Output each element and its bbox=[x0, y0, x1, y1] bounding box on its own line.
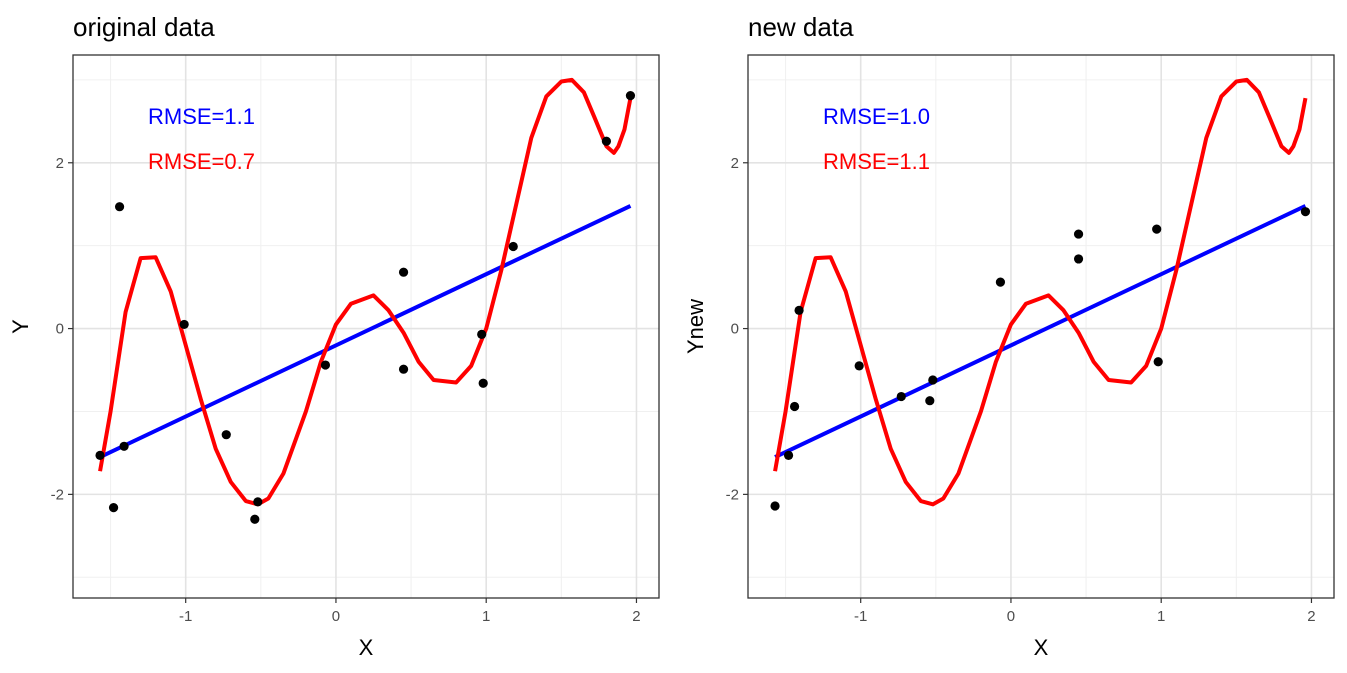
panel2-points bbox=[770, 207, 1311, 511]
panel1: original data RMSE=1.1 RMSE=0.7 -1 0 1 2 -2 0 2 X Y bbox=[8, 12, 660, 660]
panel1-data-point bbox=[398, 267, 409, 277]
panel2-panel-border bbox=[747, 54, 1335, 599]
panel2-data-point bbox=[1300, 207, 1311, 217]
panel1-x-tick-label: -1 bbox=[179, 608, 192, 625]
panel1-panel-border bbox=[72, 54, 660, 599]
panel2-x-tick-label: 1 bbox=[1157, 608, 1165, 625]
panel1-grid bbox=[73, 55, 659, 598]
panel2-data-point bbox=[995, 277, 1006, 287]
panel2-y-tick-label: -2 bbox=[726, 486, 739, 503]
panel2-x-tick-label: -1 bbox=[854, 608, 867, 625]
panel1-data-point bbox=[250, 514, 260, 524]
panel1-data-point bbox=[114, 202, 125, 212]
panel1-data-point bbox=[108, 503, 119, 513]
panel1-data-point bbox=[179, 319, 189, 330]
panel2-x-tick-label: 0 bbox=[1007, 608, 1015, 625]
panel1-data-point bbox=[601, 136, 612, 146]
panel2-data-point bbox=[854, 361, 864, 371]
panel1-data-point bbox=[625, 91, 636, 101]
panel1-y-tick-label: -2 bbox=[51, 486, 64, 503]
panel2-data-point bbox=[1073, 229, 1084, 239]
panel1-rmse-annotation-2: RMSE=0.7 bbox=[148, 149, 255, 174]
panel1-y-tick-label: 2 bbox=[56, 155, 64, 172]
panel1-data-point bbox=[477, 329, 487, 339]
panel1-data-point bbox=[253, 497, 263, 507]
panel2-data-point bbox=[925, 396, 935, 406]
panel1-data-point bbox=[320, 360, 331, 370]
panel2: new data RMSE=1.0 RMSE=1.1 -1 0 1 2 -2 0 2 X Ynew bbox=[683, 12, 1335, 660]
panel1-points bbox=[95, 91, 636, 524]
panel2-data-point bbox=[1073, 254, 1084, 264]
panel2-x-axis-title: X bbox=[1034, 635, 1049, 660]
panel1-title: original data bbox=[73, 12, 215, 42]
panel1-x-tick-label: 1 bbox=[482, 608, 490, 625]
panel2-y-axis-title: Ynew bbox=[683, 299, 708, 354]
panel1-rmse-annotation-1: RMSE=1.1 bbox=[148, 104, 255, 129]
panel2-y-tick-label: 2 bbox=[731, 155, 739, 172]
panel2-x-tick-label: 2 bbox=[1307, 608, 1315, 625]
panel2-series-linear-fit-line bbox=[774, 204, 1307, 459]
panel1-series-linear-fit-line bbox=[99, 204, 632, 459]
panel2-title: new data bbox=[748, 12, 854, 42]
panel1-data-point bbox=[119, 441, 129, 451]
panel2-data-point bbox=[789, 401, 800, 412]
panel1-data-point bbox=[508, 241, 518, 252]
panel1-data-point bbox=[95, 450, 105, 461]
panel1-x-axis-title: X bbox=[359, 635, 374, 660]
panel2-series-polynomial-fit-curve bbox=[773, 77, 1308, 507]
panel2-data-point bbox=[770, 501, 780, 511]
panel1-plot-area bbox=[73, 55, 659, 598]
panel2-data-point bbox=[783, 450, 794, 461]
panel2-data-point bbox=[1153, 357, 1163, 367]
panel2-data-point bbox=[794, 305, 804, 315]
panel1-y-axis-title: Y bbox=[8, 319, 33, 334]
panel2-rmse-annotation-2: RMSE=1.1 bbox=[823, 149, 930, 174]
panel2-data-point bbox=[1152, 224, 1162, 234]
panel2-plot-area bbox=[748, 55, 1334, 598]
panel1-x-tick-label: 2 bbox=[632, 608, 640, 625]
panel1-data-point bbox=[478, 378, 488, 388]
panel1-x-tick-label: 0 bbox=[332, 608, 340, 625]
panel2-data-point bbox=[896, 391, 906, 402]
panel1-data-point bbox=[398, 364, 409, 374]
panel1-y-tick-label: 0 bbox=[56, 321, 64, 338]
panel2-data-point bbox=[928, 375, 938, 385]
panel1-data-point bbox=[221, 430, 231, 440]
panel1-series-polynomial-fit-curve bbox=[98, 77, 633, 507]
panel2-y-tick-label: 0 bbox=[731, 321, 739, 338]
panel2-rmse-annotation-1: RMSE=1.0 bbox=[823, 104, 930, 129]
